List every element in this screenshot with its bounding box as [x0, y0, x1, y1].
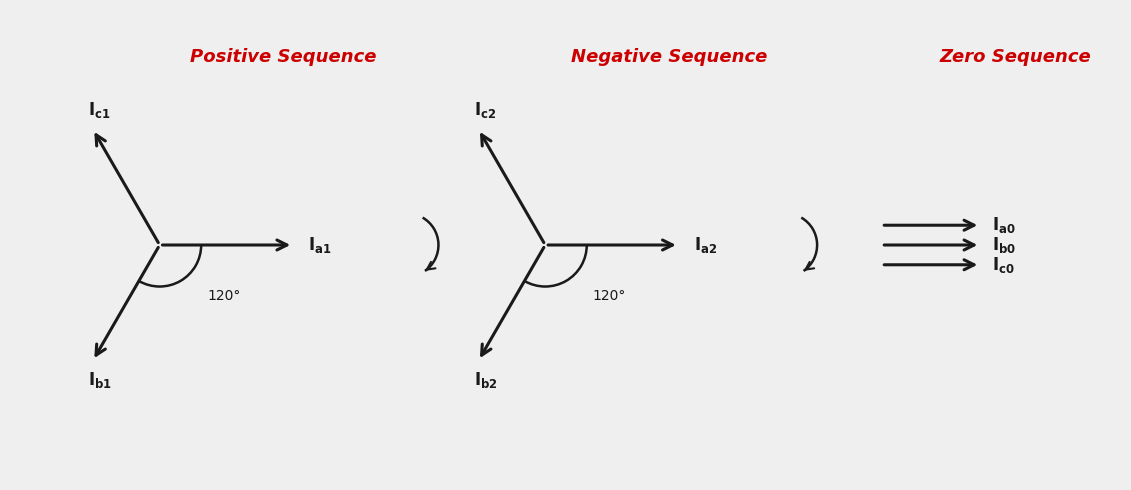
Text: $\mathbf{I_{a2}}$: $\mathbf{I_{a2}}$: [693, 235, 717, 255]
Text: Positive Sequence: Positive Sequence: [190, 48, 377, 66]
Text: $\mathbf{I_{b0}}$: $\mathbf{I_{b0}}$: [992, 235, 1017, 255]
Text: Negative Sequence: Negative Sequence: [571, 48, 767, 66]
Text: $\mathbf{I_{b2}}$: $\mathbf{I_{b2}}$: [474, 370, 498, 391]
Text: $\mathbf{I_{c1}}$: $\mathbf{I_{c1}}$: [88, 99, 111, 120]
Text: $\mathbf{I_{a1}}$: $\mathbf{I_{a1}}$: [308, 235, 331, 255]
Text: 120°: 120°: [593, 290, 627, 303]
Text: Zero Sequence: Zero Sequence: [939, 48, 1090, 66]
Text: $\mathbf{I_{c2}}$: $\mathbf{I_{c2}}$: [474, 99, 495, 120]
Text: $\mathbf{I_{a0}}$: $\mathbf{I_{a0}}$: [992, 215, 1016, 235]
Text: $\mathbf{I_{c0}}$: $\mathbf{I_{c0}}$: [992, 255, 1015, 275]
Text: $\mathbf{I_{b1}}$: $\mathbf{I_{b1}}$: [88, 370, 112, 391]
Text: 120°: 120°: [207, 290, 241, 303]
